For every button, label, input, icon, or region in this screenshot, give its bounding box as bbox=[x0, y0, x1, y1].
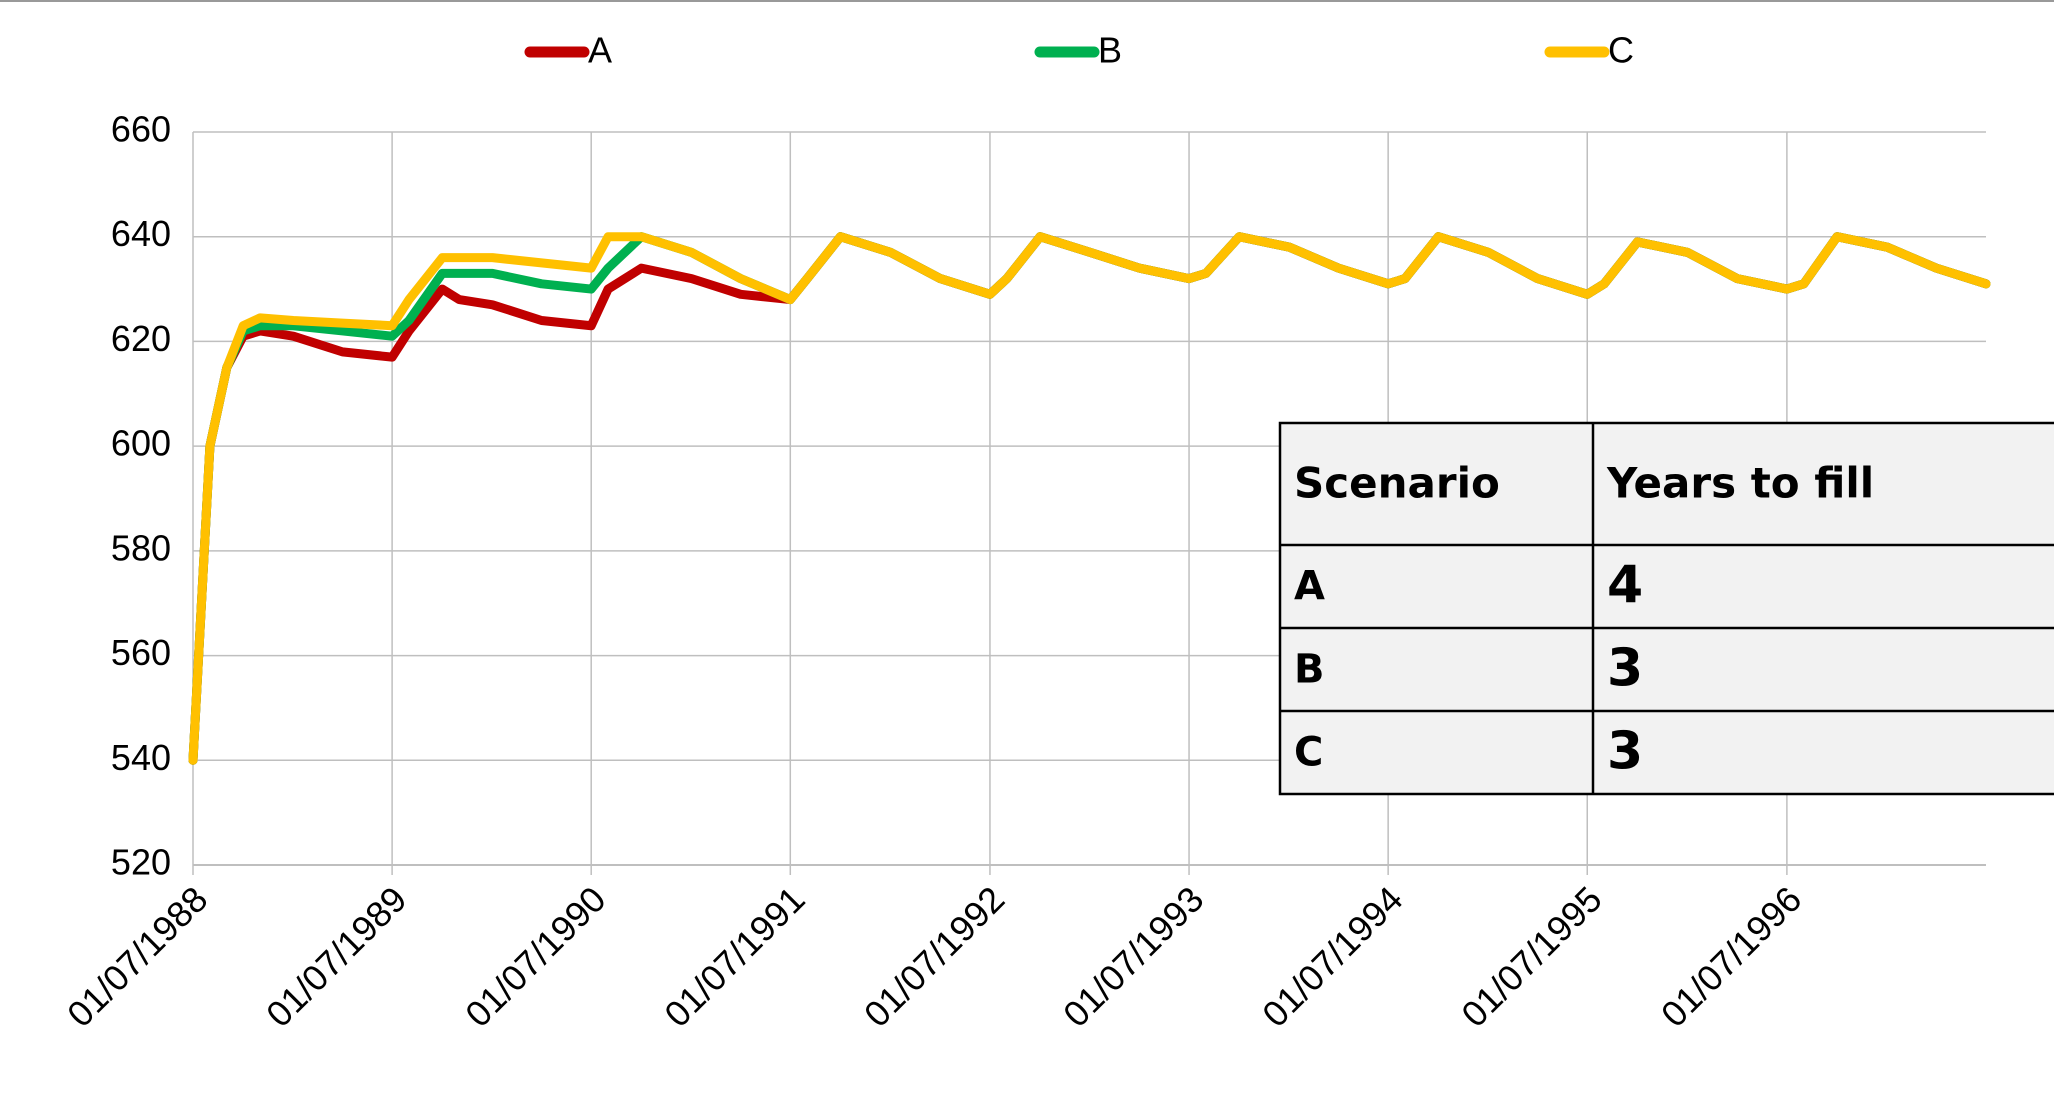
y-tick-label: 600 bbox=[111, 423, 171, 464]
x-tick-label: 01/07/1989 bbox=[258, 878, 414, 1034]
y-tick-label: 660 bbox=[111, 109, 171, 150]
x-tick-label: 01/07/1992 bbox=[856, 878, 1012, 1034]
table-cell: A bbox=[1294, 564, 1325, 610]
table-header: Years to fill bbox=[1606, 459, 1874, 508]
legend: A B C bbox=[524, 30, 1634, 71]
y-tick-label: 520 bbox=[111, 842, 171, 883]
series-line bbox=[188, 232, 1991, 765]
table-cell: 3 bbox=[1607, 722, 1643, 782]
y-tick-label: 640 bbox=[111, 213, 171, 254]
legend-label: A bbox=[588, 30, 612, 71]
y-tick-label: 560 bbox=[111, 632, 171, 673]
y-tick-label: 620 bbox=[111, 318, 171, 359]
table: Scenario Years to fill A 4 B 3 C 3 bbox=[1278, 421, 2054, 796]
table-cell: 3 bbox=[1607, 639, 1643, 699]
x-tick-label: 01/07/1993 bbox=[1055, 878, 1211, 1034]
legend-label: C bbox=[1608, 30, 1634, 71]
y-tick-label: 580 bbox=[111, 527, 171, 568]
x-tick-label: 01/07/1988 bbox=[59, 878, 215, 1034]
plot bbox=[188, 232, 1991, 765]
x-tick-label: 01/07/1995 bbox=[1453, 878, 1609, 1034]
x-tick-label: 01/07/1991 bbox=[656, 878, 812, 1034]
table-cell: 4 bbox=[1607, 556, 1643, 616]
table-header: Scenario bbox=[1294, 459, 1500, 508]
legend-label: B bbox=[1098, 30, 1122, 71]
table-cell: B bbox=[1294, 647, 1325, 693]
y-tick-label: 540 bbox=[111, 737, 171, 778]
x-tick-label: 01/07/1990 bbox=[457, 878, 613, 1034]
x-tick-label: 01/07/1994 bbox=[1254, 878, 1410, 1034]
table-bg bbox=[1278, 421, 2054, 796]
table-cell: C bbox=[1294, 730, 1323, 776]
x-tick-label: 01/07/1996 bbox=[1653, 878, 1809, 1034]
